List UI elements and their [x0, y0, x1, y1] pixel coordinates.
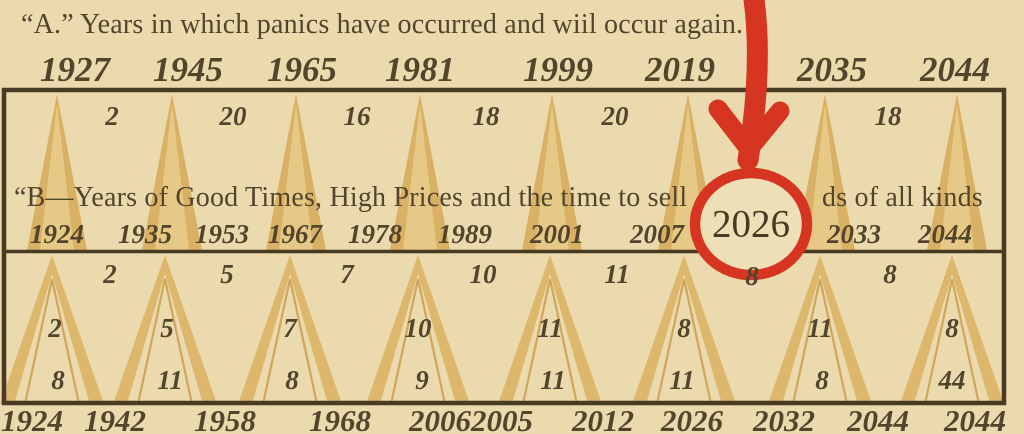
interval-label: 7	[283, 313, 297, 343]
good-year: 1924	[30, 219, 84, 249]
caption-panics: “A.” Years in which panics have occurred…	[21, 9, 744, 40]
interval-label: 18	[874, 101, 902, 131]
interval-label: 11	[157, 365, 183, 395]
good-times-triangles	[0, 255, 1004, 405]
hard-year: 2006	[409, 403, 471, 434]
red-arrow-icon	[708, 0, 790, 171]
interval-label: 2	[103, 259, 117, 289]
panic-year: 1981	[385, 50, 455, 89]
interval-label: 11	[604, 259, 630, 289]
interval-label: 8	[677, 313, 691, 343]
interval-label: 10	[469, 259, 497, 289]
hard-year: 2044	[944, 403, 1006, 434]
interval-label: 11	[669, 365, 695, 395]
interval-label: 20	[601, 101, 629, 131]
interval-label: 18	[472, 101, 500, 131]
interval-label: 16	[343, 101, 371, 131]
panic-year: 1999	[523, 50, 593, 89]
interval-label: 10	[404, 313, 432, 343]
interval-label: 5	[160, 313, 174, 343]
caption-good-times-right: ds of all kinds	[822, 182, 983, 213]
hard-year: 2032	[753, 403, 815, 434]
hard-year: 2044	[847, 403, 909, 434]
hard-year: 1924	[1, 403, 63, 434]
hard-year: 2026	[661, 403, 723, 434]
highlighted-year-2026: 2026	[712, 202, 790, 246]
good-year: 1989	[438, 219, 492, 249]
interval-label: 8	[51, 365, 65, 395]
panic-year: 1927	[40, 50, 110, 89]
hard-year: 2005	[471, 403, 533, 434]
red-circle-icon	[689, 167, 813, 281]
interval-label: 11	[807, 313, 833, 343]
interval-label: 8	[285, 365, 299, 395]
interval-label: 5	[220, 259, 234, 289]
interval-label: 20	[219, 101, 247, 131]
good-year: 1967	[268, 219, 322, 249]
interval-label: 11	[540, 365, 566, 395]
hard-year: 1942	[84, 403, 146, 434]
panic-year: 2035	[797, 50, 867, 89]
hard-year: 1968	[309, 403, 371, 434]
interval-label: 9	[415, 365, 429, 395]
interval-label: 8	[745, 261, 759, 291]
good-year: 2044	[918, 219, 972, 249]
panic-year: 1945	[153, 50, 223, 89]
good-year: 2007	[630, 219, 684, 249]
interval-label: 2	[105, 101, 119, 131]
good-year: 2001	[530, 219, 584, 249]
interval-label: 44	[938, 365, 966, 395]
good-year: 2033	[827, 219, 881, 249]
interval-label: 8	[883, 259, 897, 289]
good-year: 1935	[118, 219, 172, 249]
panic-year: 2044	[920, 50, 990, 89]
chart-frame	[1, 87, 1007, 406]
good-year: 1978	[348, 219, 402, 249]
interval-label: 11	[537, 313, 563, 343]
caption-good-times-left: “B—Years of Good Times, High Prices and …	[14, 182, 688, 213]
panic-year: 2019	[645, 50, 715, 89]
hard-year: 2012	[572, 403, 634, 434]
interval-label: 2	[48, 313, 62, 343]
interval-label: 8	[945, 313, 959, 343]
interval-label: 8	[815, 365, 829, 395]
hard-year: 1958	[194, 403, 256, 434]
panic-year: 1965	[267, 50, 337, 89]
interval-label: 7	[340, 259, 354, 289]
good-year: 1953	[195, 219, 249, 249]
